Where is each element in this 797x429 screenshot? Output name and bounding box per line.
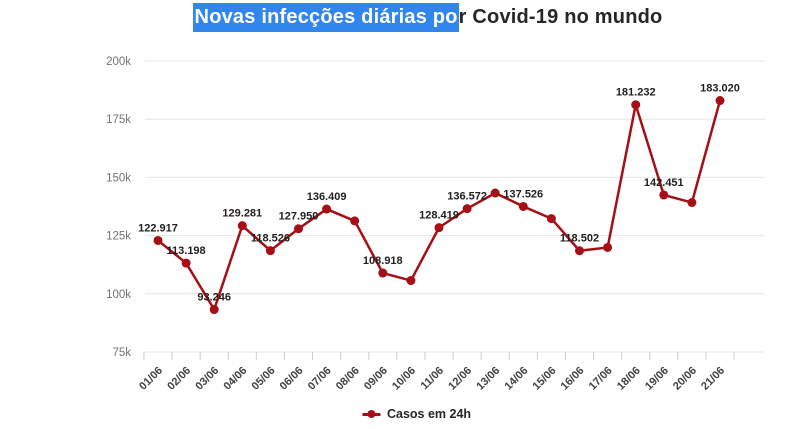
x-axis-label: 08/06: [334, 365, 362, 393]
x-axis-label: 04/06: [221, 365, 249, 393]
legend-label: Casos em 24h: [386, 407, 472, 421]
data-point[interactable]: [575, 246, 584, 256]
x-axis-label: 10/06: [390, 365, 418, 393]
x-axis-label: 01/06: [137, 365, 165, 393]
data-point[interactable]: [237, 221, 247, 231]
y-axis-tick-label: 200k: [106, 56, 131, 68]
data-point-label: 113.198: [167, 245, 206, 257]
data-point[interactable]: [546, 214, 556, 224]
chart-area: 75k 100k 125k 150k 175k 200k 01/06 02/06 03/06 04…: [0, 45, 797, 405]
data-point[interactable]: [406, 276, 416, 286]
x-axis-label: 12/06: [446, 365, 474, 393]
title-selected-text: Novas infecções diárias po: [192, 3, 459, 32]
x-axis-label: 02/06: [165, 365, 193, 393]
y-axis-tick-label: 75k: [112, 347, 131, 359]
x-axis-label: 13/06: [474, 365, 502, 393]
x-axis-label: 09/06: [362, 365, 390, 393]
legend-item-casos[interactable]: Casos em 24h: [361, 407, 472, 421]
x-axis-label: 17/06: [587, 365, 615, 393]
data-point[interactable]: [322, 204, 332, 214]
data-point-label: 122.917: [138, 222, 178, 234]
chart-title: Novas infecções diárias por Covid-19 no …: [0, 3, 797, 32]
data-point-label: 127.950: [279, 211, 319, 223]
x-axis-label: 20/06: [671, 365, 699, 393]
data-point-label: 136.409: [307, 191, 347, 203]
x-axis-label: 03/06: [193, 365, 221, 393]
x-axis-label: 07/06: [306, 365, 334, 393]
line-chart: 75k 100k 125k 150k 175k 200k 01/06 02/06 03/06 04…: [106, 56, 765, 393]
data-point[interactable]: [659, 190, 669, 200]
x-axis-label: 18/06: [615, 365, 643, 393]
data-point-label: 136.572: [447, 191, 487, 203]
legend-line-marker-icon: [361, 409, 380, 419]
series-line: [156, 99, 722, 311]
y-axis-tick-label: 150k: [106, 172, 131, 184]
data-point[interactable]: [265, 246, 275, 256]
x-axis-label: 14/06: [502, 365, 530, 393]
data-point[interactable]: [687, 198, 697, 208]
data-point[interactable]: [490, 188, 500, 198]
data-point-label: 128.419: [419, 210, 459, 222]
data-point[interactable]: [378, 268, 388, 278]
data-point[interactable]: [294, 224, 303, 234]
data-point-label: 118.502: [560, 233, 599, 245]
data-point[interactable]: [715, 96, 725, 106]
data-point-label: 142.451: [644, 177, 684, 189]
x-axis-label: 15/06: [531, 365, 559, 393]
y-axis-tick-label: 125k: [106, 231, 131, 243]
data-point[interactable]: [181, 258, 191, 268]
x-axis-label: 06/06: [278, 365, 306, 393]
x-axis-label: 05/06: [250, 365, 278, 393]
data-point-label: 137.526: [503, 188, 543, 200]
x-axis-label: 11/06: [419, 365, 447, 393]
data-point-label: 93.246: [197, 292, 231, 304]
data-point[interactable]: [631, 100, 641, 110]
y-axis-tick-label: 100k: [106, 289, 131, 301]
y-axis-tick-label: 175k: [106, 114, 131, 126]
data-point-label: 129.281: [222, 208, 262, 220]
x-axis-label: 19/06: [643, 365, 671, 393]
data-point-label: 118.526: [251, 233, 290, 245]
data-point[interactable]: [434, 223, 444, 233]
data-point[interactable]: [350, 216, 360, 226]
data-point[interactable]: [462, 204, 472, 214]
data-point[interactable]: [153, 235, 163, 245]
data-point-label: 183.020: [700, 83, 740, 95]
title-rest-text: r Covid-19 no mundo: [458, 6, 663, 28]
data-point[interactable]: [209, 305, 219, 315]
data-point-label: 108.918: [363, 255, 403, 267]
data-point[interactable]: [518, 201, 528, 211]
x-axis-label: 21/06: [699, 365, 727, 393]
data-point[interactable]: [603, 242, 613, 252]
x-axis-label: 16/06: [559, 365, 587, 393]
data-point-label: 181.232: [616, 87, 656, 99]
